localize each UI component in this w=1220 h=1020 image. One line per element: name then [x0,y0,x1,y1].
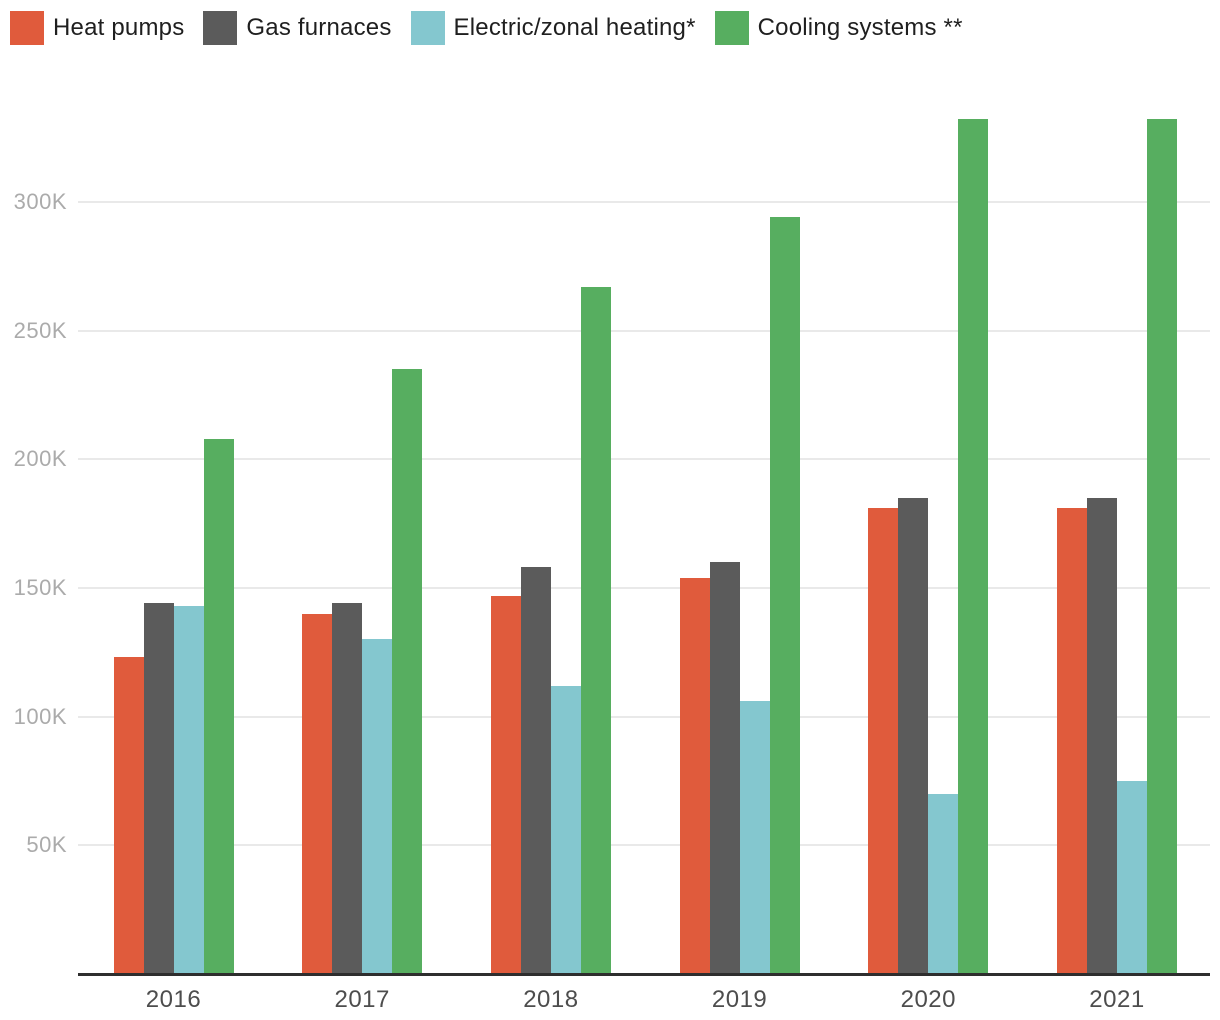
legend-item-gas-furnaces: Gas furnaces [203,11,391,45]
y-tick-label-250k: 250K [13,317,67,343]
bar-heat-pumps-2019 [679,577,710,974]
legend-swatch-gas-furnaces-icon [203,11,238,45]
bar-cooling-systems-2020 [958,119,989,974]
bar-gas-furnaces-2020 [898,497,929,974]
legend-swatch-electric-zonal-heating-icon [410,11,445,45]
bar-cooling-systems-2021 [1147,119,1177,974]
gridline-250k [78,329,1210,332]
legend-label-cooling-systems: Cooling systems ** [757,14,963,41]
legend-item-cooling-systems: Cooling systems ** [714,11,963,45]
bar-gas-furnaces-2021 [1087,497,1117,974]
y-tick-label-300k: 300K [13,188,67,214]
bar-gas-furnaces-2016 [143,603,174,974]
bar-electric-zonal-heating-2020 [928,793,959,974]
legend-label-heat-pumps: Heat pumps [53,14,185,41]
bar-heat-pumps-2018 [490,595,521,974]
bar-heat-pumps-2016 [113,657,144,974]
legend-swatch-cooling-systems-icon [714,11,749,45]
x-tick-label-2021: 2021 [1089,986,1145,1013]
bar-cooling-systems-2018 [580,286,611,974]
bar-gas-furnaces-2019 [709,562,740,974]
x-tick-label-2018: 2018 [523,986,579,1013]
gridline-50k [78,844,1210,847]
chart-legend: Heat pumps Gas furnaces Electric/zonal h… [10,11,963,45]
y-tick-label-50k: 50K [26,832,67,858]
legend-item-electric-zonal-heating: Electric/zonal heating* [410,11,696,45]
x-tick-label-2019: 2019 [711,986,768,1013]
legend-label-electric-zonal-heating: Electric/zonal heating* [453,14,696,41]
bar-electric-zonal-heating-2016 [173,605,204,974]
y-tick-label-200k: 200K [13,446,67,472]
legend-label-gas-furnaces: Gas furnaces [246,14,392,41]
bar-electric-zonal-heating-2017 [362,639,393,974]
bar-cooling-systems-2016 [203,438,234,974]
bar-electric-zonal-heating-2018 [550,685,581,974]
bar-heat-pumps-2021 [1057,508,1087,974]
x-tick-label-2017: 2017 [334,986,390,1013]
gridline-150k [78,586,1210,589]
legend-swatch-heat-pumps-icon [10,11,44,45]
y-tick-label-100k: 100K [13,703,67,729]
x-tick-label-2016: 2016 [145,986,202,1013]
bar-electric-zonal-heating-2019 [739,701,770,974]
x-tick-label-2020: 2020 [900,986,956,1013]
bar-gas-furnaces-2018 [520,567,551,974]
gridline-100k [78,715,1210,718]
bar-electric-zonal-heating-2021 [1117,780,1147,974]
bar-heat-pumps-2020 [868,508,899,974]
bar-cooling-systems-2019 [769,217,800,974]
x-axis-line [78,973,1210,976]
bar-gas-furnaces-2017 [332,603,363,974]
bar-cooling-systems-2017 [392,369,423,974]
gridline-300k [78,200,1210,203]
bar-heat-pumps-2017 [302,613,333,974]
legend-item-heat-pumps: Heat pumps [10,11,184,45]
y-tick-label-150k: 150K [13,574,67,600]
gridline-200k [78,458,1210,461]
